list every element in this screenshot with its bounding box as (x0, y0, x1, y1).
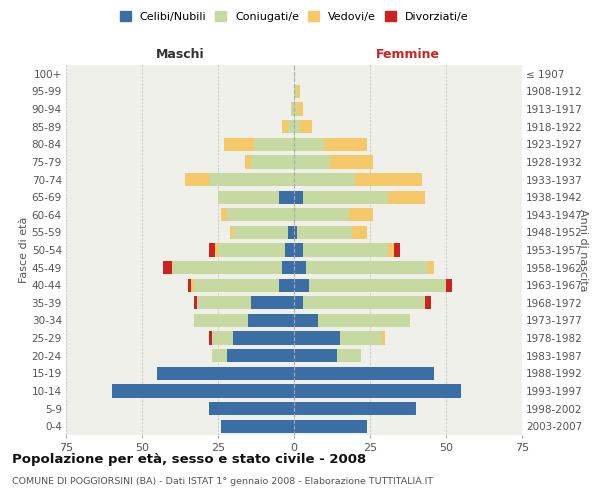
Legend: Celibi/Nubili, Coniugati/e, Vedovi/e, Divorziati/e: Celibi/Nubili, Coniugati/e, Vedovi/e, Di… (119, 12, 469, 22)
Bar (188, 278, 191, 292)
Bar (294, 85, 297, 98)
Bar (294, 384, 461, 398)
Bar (227, 349, 294, 362)
Bar (294, 226, 297, 239)
Bar (233, 332, 294, 344)
Bar (294, 296, 303, 310)
Bar (251, 296, 294, 310)
Bar (218, 190, 279, 204)
Bar (294, 173, 355, 186)
Bar (282, 261, 294, 274)
Bar (245, 156, 251, 168)
Bar (185, 173, 209, 186)
Bar (352, 226, 367, 239)
Bar (294, 314, 319, 327)
Bar (337, 349, 361, 362)
Bar (428, 261, 434, 274)
Bar (349, 208, 373, 222)
Bar (209, 173, 294, 186)
Bar (291, 102, 294, 116)
Bar (112, 384, 294, 398)
Bar (254, 138, 294, 151)
Bar (172, 261, 282, 274)
Bar (294, 332, 340, 344)
Y-axis label: Anni di nascita: Anni di nascita (578, 209, 589, 291)
Bar (294, 349, 337, 362)
Bar (294, 138, 325, 151)
Bar (218, 244, 285, 256)
Bar (294, 420, 367, 433)
Text: COMUNE DI POGGIORSINI (BA) - Dati ISTAT 1° gennaio 2008 - Elaborazione TUTTITALI: COMUNE DI POGGIORSINI (BA) - Dati ISTAT … (12, 478, 433, 486)
Bar (288, 226, 294, 239)
Bar (294, 261, 306, 274)
Bar (209, 332, 212, 344)
Bar (340, 332, 382, 344)
Bar (300, 120, 312, 134)
Bar (282, 120, 288, 134)
Bar (215, 244, 218, 256)
Bar (303, 296, 425, 310)
Bar (297, 226, 352, 239)
Bar (294, 120, 300, 134)
Bar (303, 190, 388, 204)
Bar (251, 156, 294, 168)
Y-axis label: Fasce di età: Fasce di età (19, 217, 29, 283)
Bar (388, 190, 425, 204)
Text: Femmine: Femmine (376, 48, 440, 62)
Bar (230, 226, 233, 239)
Bar (227, 208, 294, 222)
Bar (425, 296, 431, 310)
Bar (209, 244, 215, 256)
Bar (388, 244, 394, 256)
Bar (309, 278, 446, 292)
Bar (294, 402, 416, 415)
Bar (294, 102, 297, 116)
Bar (224, 138, 254, 151)
Bar (294, 208, 349, 222)
Bar (303, 244, 388, 256)
Bar (212, 332, 233, 344)
Bar (294, 366, 434, 380)
Bar (197, 296, 251, 310)
Bar (221, 420, 294, 433)
Text: Maschi: Maschi (155, 48, 205, 62)
Bar (325, 138, 367, 151)
Bar (294, 278, 309, 292)
Bar (294, 244, 303, 256)
Bar (297, 85, 300, 98)
Bar (209, 402, 294, 415)
Bar (394, 244, 400, 256)
Bar (446, 278, 452, 292)
Bar (297, 102, 303, 116)
Bar (382, 332, 385, 344)
Bar (163, 261, 172, 274)
Text: Popolazione per età, sesso e stato civile - 2008: Popolazione per età, sesso e stato civil… (12, 452, 366, 466)
Bar (285, 244, 294, 256)
Bar (331, 156, 373, 168)
Bar (157, 366, 294, 380)
Bar (306, 261, 428, 274)
Bar (279, 278, 294, 292)
Bar (288, 120, 294, 134)
Bar (279, 190, 294, 204)
Bar (294, 156, 331, 168)
Bar (355, 173, 422, 186)
Bar (194, 314, 248, 327)
Bar (233, 226, 288, 239)
Bar (191, 278, 194, 292)
Bar (212, 349, 227, 362)
Bar (319, 314, 410, 327)
Bar (248, 314, 294, 327)
Bar (194, 278, 279, 292)
Bar (221, 208, 227, 222)
Bar (294, 190, 303, 204)
Bar (194, 296, 197, 310)
